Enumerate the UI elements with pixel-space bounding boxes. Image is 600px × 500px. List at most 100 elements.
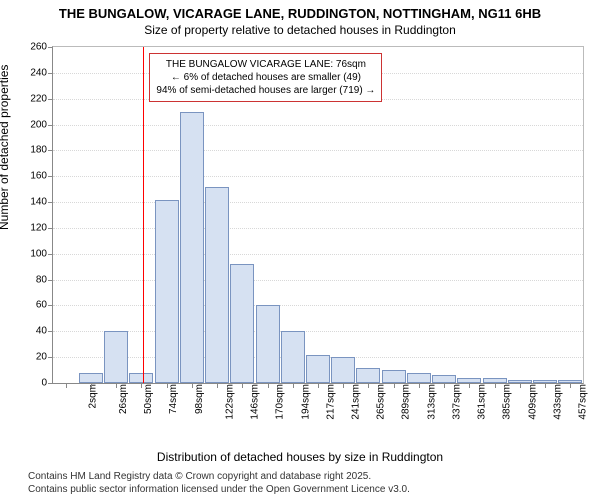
- x-tick-mark: [217, 383, 218, 388]
- histogram-bar: [180, 112, 204, 383]
- plot-area: 0204060801001201401601802002202402602sqm…: [52, 46, 584, 384]
- histogram-bar: [104, 331, 128, 383]
- x-tick-label: 146sqm: [250, 384, 261, 420]
- x-tick-mark: [444, 383, 445, 388]
- gridline: [53, 228, 583, 229]
- x-tick-label: 98sqm: [194, 384, 205, 414]
- footer-line1: Contains HM Land Registry data © Crown c…: [28, 471, 371, 482]
- histogram-bar: [356, 368, 380, 384]
- y-tick-mark: [48, 73, 53, 74]
- y-tick-mark: [48, 254, 53, 255]
- y-tick-mark: [48, 228, 53, 229]
- y-tick-label: 240: [17, 67, 47, 78]
- y-tick-mark: [48, 280, 53, 281]
- histogram-bar: [79, 373, 103, 383]
- callout-box: THE BUNGALOW VICARAGE LANE: 76sqm ← 6% of…: [149, 53, 382, 102]
- x-tick-label: 409sqm: [527, 384, 538, 420]
- callout-line2: ← 6% of detached houses are smaller (49): [171, 72, 361, 83]
- histogram-bar: [432, 375, 456, 383]
- x-tick-label: 265sqm: [376, 384, 387, 420]
- x-tick-label: 2sqm: [87, 384, 98, 408]
- x-tick-mark: [368, 383, 369, 388]
- x-tick-label: 457sqm: [578, 384, 589, 420]
- gridline: [53, 305, 583, 306]
- y-tick-label: 260: [17, 42, 47, 53]
- y-tick-label: 100: [17, 248, 47, 259]
- y-tick-label: 20: [17, 352, 47, 363]
- histogram-bar: [205, 187, 229, 383]
- x-tick-mark: [116, 383, 117, 388]
- x-tick-label: 26sqm: [118, 384, 129, 414]
- x-axis-label: Distribution of detached houses by size …: [0, 450, 600, 464]
- y-tick-label: 200: [17, 119, 47, 130]
- x-tick-mark: [167, 383, 168, 388]
- x-tick-mark: [394, 383, 395, 388]
- histogram-bar: [407, 373, 431, 383]
- x-tick-label: 50sqm: [143, 384, 154, 414]
- footer-attribution: Contains HM Land Registry data © Crown c…: [28, 471, 592, 496]
- x-tick-mark: [469, 383, 470, 388]
- y-tick-mark: [48, 357, 53, 358]
- x-tick-mark: [570, 383, 571, 388]
- y-tick-mark: [48, 99, 53, 100]
- y-tick-mark: [48, 383, 53, 384]
- x-tick-label: 337sqm: [452, 384, 463, 420]
- y-tick-label: 160: [17, 171, 47, 182]
- histogram-bar: [382, 370, 406, 383]
- gridline: [53, 202, 583, 203]
- histogram-bar: [230, 264, 254, 383]
- y-tick-mark: [48, 47, 53, 48]
- x-tick-mark: [268, 383, 269, 388]
- histogram-bar: [281, 331, 305, 383]
- histogram-bar: [155, 200, 179, 384]
- y-tick-label: 60: [17, 300, 47, 311]
- x-tick-mark: [192, 383, 193, 388]
- x-tick-label: 433sqm: [552, 384, 563, 420]
- callout-line3: 94% of semi-detached houses are larger (…: [156, 85, 375, 96]
- title-line1: THE BUNGALOW, VICARAGE LANE, RUDDINGTON,…: [59, 6, 541, 21]
- gridline: [53, 176, 583, 177]
- y-tick-label: 180: [17, 145, 47, 156]
- y-tick-mark: [48, 125, 53, 126]
- gridline: [53, 254, 583, 255]
- x-tick-label: 122sqm: [224, 384, 235, 420]
- chart-container: THE BUNGALOW, VICARAGE LANE, RUDDINGTON,…: [0, 0, 600, 500]
- x-tick-label: 194sqm: [300, 384, 311, 420]
- y-axis-label: Number of detached properties: [0, 65, 11, 230]
- y-tick-label: 140: [17, 197, 47, 208]
- gridline: [53, 331, 583, 332]
- gridline: [53, 125, 583, 126]
- histogram-bar: [331, 357, 355, 383]
- x-tick-mark: [419, 383, 420, 388]
- x-tick-mark: [66, 383, 67, 388]
- x-tick-label: 74sqm: [168, 384, 179, 414]
- x-tick-mark: [343, 383, 344, 388]
- chart-title: THE BUNGALOW, VICARAGE LANE, RUDDINGTON,…: [0, 6, 600, 39]
- callout-line1: THE BUNGALOW VICARAGE LANE: 76sqm: [166, 59, 366, 70]
- x-tick-mark: [242, 383, 243, 388]
- x-tick-mark: [318, 383, 319, 388]
- x-tick-label: 241sqm: [351, 384, 362, 420]
- x-tick-mark: [520, 383, 521, 388]
- y-tick-mark: [48, 176, 53, 177]
- x-tick-label: 289sqm: [401, 384, 412, 420]
- y-tick-label: 0: [17, 378, 47, 389]
- x-tick-label: 385sqm: [502, 384, 513, 420]
- gridline: [53, 280, 583, 281]
- x-tick-label: 217sqm: [325, 384, 336, 420]
- footer-line2: Contains public sector information licen…: [28, 484, 410, 495]
- histogram-bar: [256, 305, 280, 383]
- x-tick-mark: [545, 383, 546, 388]
- x-tick-label: 170sqm: [275, 384, 286, 420]
- y-tick-mark: [48, 202, 53, 203]
- x-tick-mark: [91, 383, 92, 388]
- y-tick-label: 220: [17, 93, 47, 104]
- gridline: [53, 150, 583, 151]
- y-tick-label: 80: [17, 274, 47, 285]
- y-tick-mark: [48, 331, 53, 332]
- y-tick-label: 40: [17, 326, 47, 337]
- y-tick-mark: [48, 150, 53, 151]
- x-tick-label: 361sqm: [477, 384, 488, 420]
- x-tick-mark: [141, 383, 142, 388]
- y-tick-mark: [48, 305, 53, 306]
